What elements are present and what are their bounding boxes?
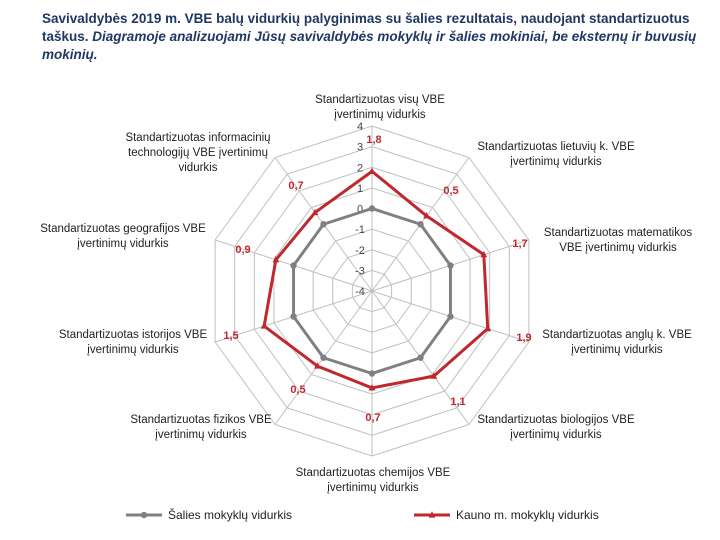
legend-marker-kaunas	[428, 511, 436, 518]
series-point	[320, 354, 327, 361]
radar-series	[260, 167, 492, 391]
tick-label: -3	[355, 265, 365, 277]
series-point	[311, 208, 319, 216]
series-point	[272, 255, 280, 263]
data-label: 0,7	[288, 180, 303, 192]
tick-label: -4	[355, 286, 365, 298]
legend-label-kaunas: Kauno m. mokyklų vidurkis	[456, 508, 599, 522]
axis-label: Standartizuotas lietuvių k. VBE įvertinim…	[477, 141, 635, 168]
data-label: 1,9	[516, 332, 531, 344]
series-point	[447, 262, 454, 269]
data-label: 0,7	[365, 412, 380, 424]
tick-label: 0	[357, 204, 363, 216]
series-point	[417, 354, 424, 361]
tick-label: 3	[357, 142, 363, 154]
series-point	[430, 372, 438, 379]
series-point	[314, 362, 321, 369]
chart-title-bold: Savivaldybės 2019 m. VBE balų vidurkių p…	[42, 11, 690, 44]
series-point	[368, 167, 376, 174]
axis-label: Standartizuotas visų VBE įvertinimų vidur…	[315, 94, 445, 121]
series-point	[368, 384, 376, 391]
legend-marker-national	[140, 511, 148, 519]
series-point	[320, 221, 327, 228]
chart-title: Savivaldybės 2019 m. VBE balų vidurkių p…	[42, 10, 702, 64]
series-point	[290, 262, 297, 269]
axis-label: Standartizuotas matematikos VBE įvertinim…	[544, 227, 693, 254]
axis-label: Standartizuotas anglų k. VBE įvertinimų v…	[542, 329, 692, 356]
tick-label: 2	[357, 162, 363, 174]
data-label: 1,8	[366, 134, 381, 146]
data-label: 1,5	[223, 330, 238, 342]
series-point	[480, 250, 488, 258]
series-point	[484, 324, 492, 332]
legend-label-national: Šalies mokyklų vidurkis	[168, 507, 292, 522]
axis-labels: Standartizuotas visų VBE įvertinimų vidur…	[40, 94, 692, 494]
series-point	[368, 370, 376, 377]
data-label: 1,1	[450, 396, 465, 408]
series-point	[417, 221, 424, 228]
series-point	[423, 212, 430, 219]
tick-label: -2	[355, 245, 365, 257]
tick-label: 1	[357, 183, 363, 195]
chart-title-italic: Diagramoje analizuojami Jūsų savivaldybė…	[42, 29, 697, 62]
data-label: 1,7	[512, 238, 527, 250]
tick-label: 4	[357, 121, 363, 133]
data-labels: 1,8 0,5 1,7 1,9 1,1 0,7 0,5 1,5 0,9 0,7	[223, 134, 531, 424]
axis-label: Standartizuotas informacinių technologijų…	[125, 132, 270, 174]
radar-ticks: 4 3 2 1 0 -1 -2 -3 -4	[355, 121, 365, 298]
data-label: 0,5	[290, 384, 305, 396]
axis-label: Standartizuotas istorijos VBE įvertinimų …	[59, 329, 208, 356]
axis-label: Standartizuotas biologijos VBE įvertinimų…	[477, 414, 635, 441]
series-point	[447, 313, 454, 320]
legend: Šalies mokyklų vidurkis Kauno m. mokyklų …	[126, 507, 599, 522]
series-point	[260, 322, 268, 329]
axis-label: Standartizuotas chemijos VBE įvertinimų v…	[296, 467, 451, 494]
series-point	[368, 205, 376, 212]
series-point	[290, 313, 297, 320]
data-label: 0,5	[443, 185, 458, 197]
axis-label: Standartizuotas fizikos VBE įvertinimų vi…	[130, 414, 272, 441]
data-label: 0,9	[235, 244, 250, 256]
tick-label: -1	[355, 224, 365, 236]
axis-label: Standartizuotas geografijos VBE įvertinim…	[40, 223, 206, 250]
